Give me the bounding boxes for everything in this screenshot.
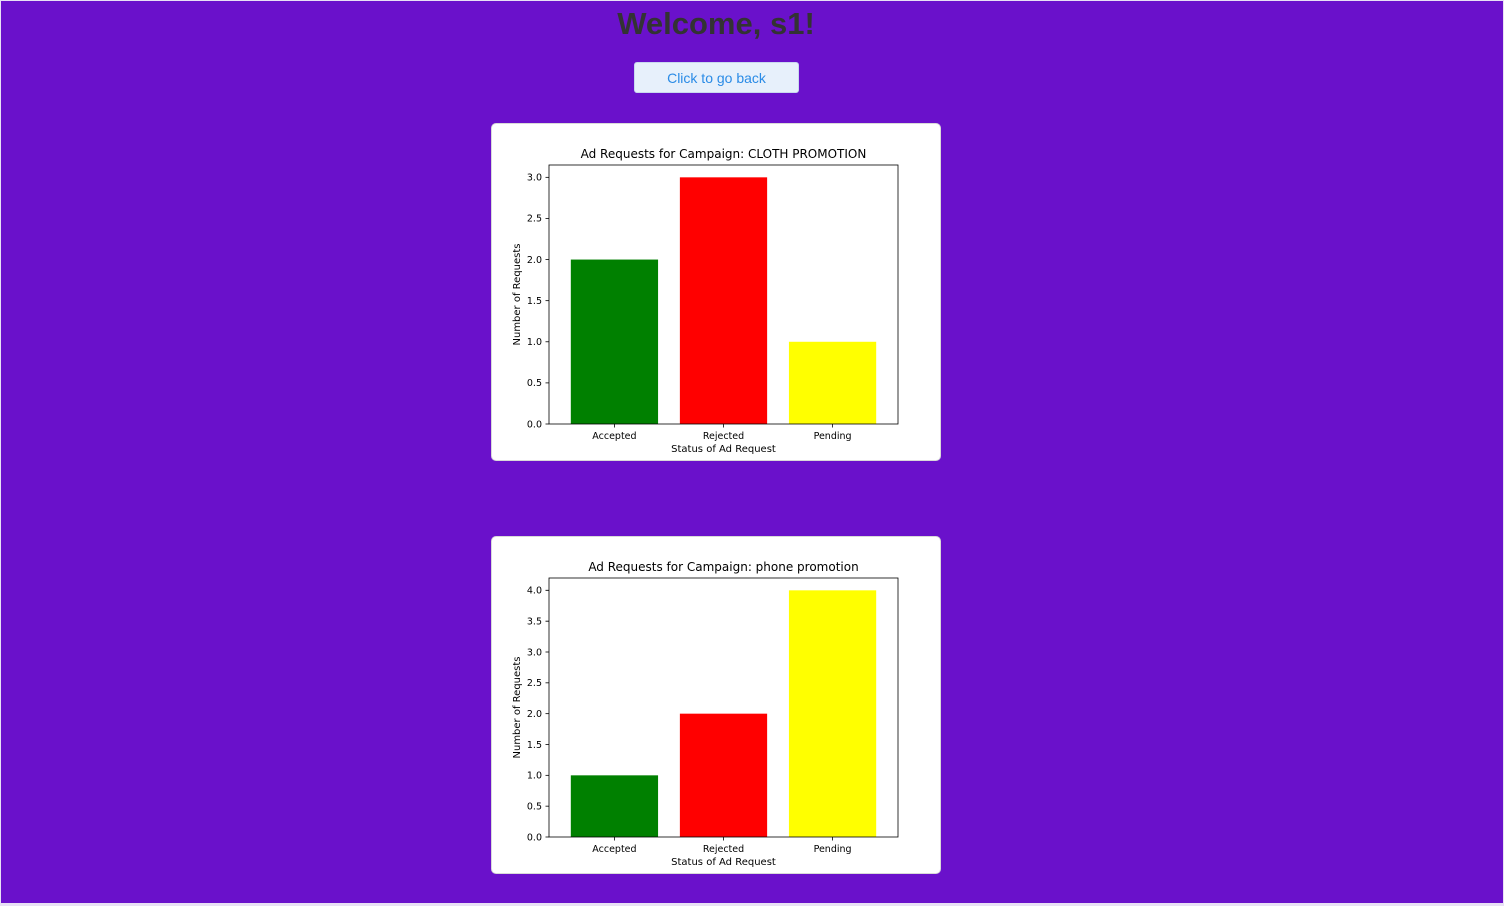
bar-rejected <box>679 713 768 837</box>
y-tick-label: 1.5 <box>527 296 542 307</box>
y-tick-label: 2.0 <box>527 709 542 720</box>
chart-card-phone-promotion: Ad Requests for Campaign: phone promotio… <box>491 536 941 874</box>
y-tick-label: 0.5 <box>527 378 542 389</box>
y-tick-label: 3.0 <box>527 173 542 184</box>
y-tick-label: 3.0 <box>527 647 542 658</box>
y-tick-label: 1.5 <box>527 740 542 751</box>
bar-accepted <box>570 775 659 837</box>
bar-rejected <box>679 177 768 424</box>
x-tick-label-pending: Pending <box>814 844 852 855</box>
x-axis-label: Status of Ad Request <box>671 444 776 455</box>
y-tick-label: 0.5 <box>527 801 542 812</box>
x-axis-label: Status of Ad Request <box>671 857 776 868</box>
y-tick-label: 1.0 <box>527 337 542 348</box>
chart-title: Ad Requests for Campaign: phone promotio… <box>588 560 858 574</box>
y-tick-label: 2.0 <box>527 255 542 266</box>
x-tick-label-accepted: Accepted <box>592 431 636 442</box>
x-tick-label-rejected: Rejected <box>703 431 744 442</box>
y-tick-label: 2.5 <box>527 214 542 225</box>
bar-pending <box>788 590 877 837</box>
y-axis-label: Number of Requests <box>512 244 523 346</box>
x-tick-label-pending: Pending <box>814 431 852 442</box>
bar-pending <box>788 341 877 424</box>
y-tick-label: 3.5 <box>527 616 542 627</box>
y-tick-label: 0.0 <box>527 419 542 430</box>
y-tick-label: 1.0 <box>527 771 542 782</box>
page-title: Welcome, s1! <box>617 6 815 41</box>
chart-cloth-promotion: Ad Requests for Campaign: CLOTH PROMOTIO… <box>512 147 899 455</box>
y-tick-label: 4.0 <box>527 586 542 597</box>
bar-accepted <box>570 259 659 424</box>
y-tick-label: 2.5 <box>527 678 542 689</box>
chart-title: Ad Requests for Campaign: CLOTH PROMOTIO… <box>581 147 867 161</box>
chart-phone-promotion: Ad Requests for Campaign: phone promotio… <box>512 560 899 868</box>
y-tick-label: 0.0 <box>527 832 542 843</box>
x-tick-label-rejected: Rejected <box>703 844 744 855</box>
back-button[interactable]: Click to go back <box>634 62 799 93</box>
y-axis-label: Number of Requests <box>512 657 523 759</box>
x-tick-label-accepted: Accepted <box>592 844 636 855</box>
chart-card-cloth-promotion: Ad Requests for Campaign: CLOTH PROMOTIO… <box>491 123 941 461</box>
